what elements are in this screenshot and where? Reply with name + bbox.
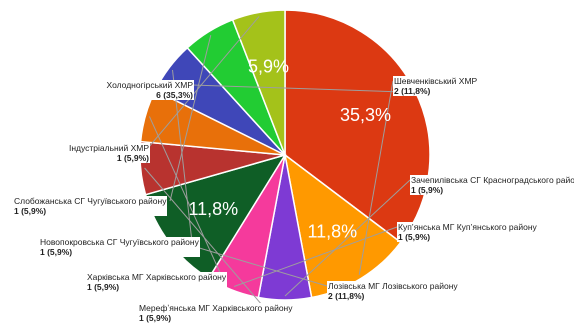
slice-percent-label: 5,9% xyxy=(248,57,289,77)
slice-value: 1 (5,9%) xyxy=(398,232,431,242)
slice-value: 2 (11,8%) xyxy=(328,291,365,301)
leader-line xyxy=(147,16,260,149)
slice-name: Індустріальний ХМР xyxy=(68,143,149,153)
slice-value: 1 (5,9%) xyxy=(14,206,47,216)
label-novopokrovska: Новопокровська СГ Чугуївського району 1 … xyxy=(39,237,200,257)
leader-line xyxy=(284,179,411,297)
label-slobozhanska: Слобожанська СГ Чугуївського району 1 (5… xyxy=(13,196,168,216)
pie-slice xyxy=(231,9,286,156)
slice-percent-label: 11,8% xyxy=(188,199,238,219)
slice-name: Холодногірський ХМР xyxy=(106,80,193,90)
slice-value: 1 (5,9%) xyxy=(40,247,73,257)
leader-line xyxy=(233,226,398,287)
leader-line xyxy=(169,34,212,202)
slice-name: Харківська МГ Харківського району xyxy=(87,272,227,282)
slice-percent-label: 11,8% xyxy=(307,221,357,241)
slice-value: 1 (5,9%) xyxy=(116,153,149,163)
slice-name: Шевченківський ХМР xyxy=(394,76,478,86)
slice-name: Слобожанська СГ Чугуївського району xyxy=(14,196,167,206)
label-merefianska: Мерефʼянська МГ Харківського району 1 (5… xyxy=(138,303,294,323)
slice-value: 2 (11,8%) xyxy=(394,86,431,96)
label-zachepylivska: Зачепилівська СГ Красноградського району… xyxy=(410,175,574,195)
leader-line xyxy=(358,80,394,275)
label-shevchenkivskyi: Шевченківський ХМР 2 (11,8%) xyxy=(393,76,479,96)
slice-value: 1 (5,9%) xyxy=(411,185,444,195)
leader-line xyxy=(148,116,223,278)
slice-value: 1 (5,9%) xyxy=(139,313,172,323)
slice-value: 1 (5,9%) xyxy=(87,282,120,292)
slice-name: Мерефʼянська МГ Харківського району xyxy=(139,303,293,313)
leader-line xyxy=(191,84,412,93)
slice-percent-labels: 35,3% 11,8% 11,8% 5,9% xyxy=(188,57,391,242)
label-industrialnyi: Індустріальний ХМР 1 (5,9%) xyxy=(58,143,150,163)
label-kharkivska: Харківська МГ Харківського району 1 (5,9… xyxy=(86,272,228,292)
pie-slice xyxy=(283,153,402,299)
label-lozivska: Лозівська МГ Лозівського району 2 (11,8%… xyxy=(327,281,459,301)
label-holodnohirskyi: Холодногірський ХМР 6 (35,3%) xyxy=(66,80,194,100)
slice-name: Новопокровська СГ Чугуївського району xyxy=(40,237,199,247)
slice-value: 6 (35,3%) xyxy=(156,90,193,100)
slice-percent-label: 35,3% xyxy=(340,105,391,125)
slice-name: Куп’янська МГ Куп’янського району xyxy=(398,222,537,232)
slice-name: Зачепилівська СГ Красноградського району xyxy=(411,175,574,185)
slice-name: Лозівська МГ Лозівського району xyxy=(328,281,458,291)
label-kupianska: Куп’янська МГ Куп’янського району 1 (5,9… xyxy=(397,222,538,242)
